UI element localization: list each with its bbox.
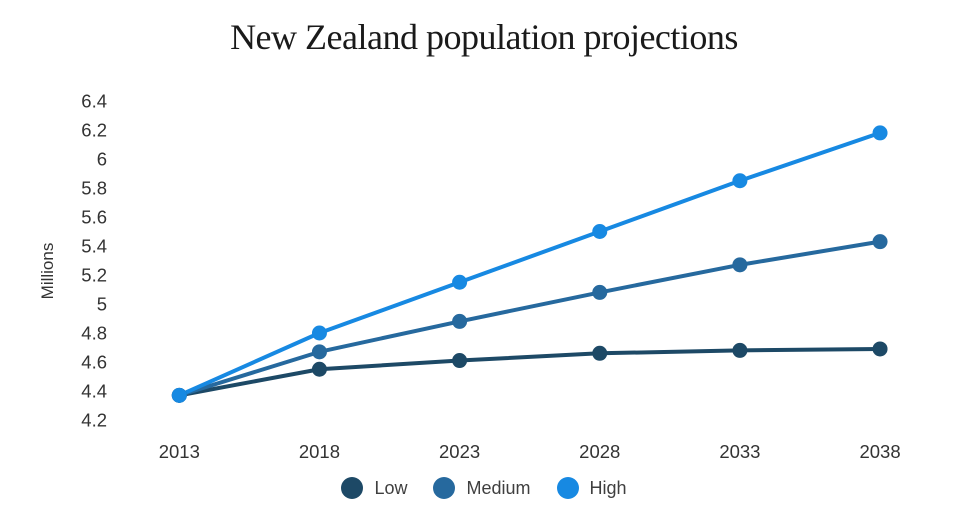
data-point-medium-2028[interactable] (592, 284, 608, 300)
data-point-high-2038[interactable] (872, 125, 888, 141)
legend-item-high[interactable]: High (556, 477, 627, 499)
data-point-high-2033[interactable] (732, 173, 748, 189)
legend: Low Medium High (0, 477, 968, 499)
x-tick-label: 2013 (159, 441, 200, 462)
y-tick-label: 6 (97, 149, 107, 170)
data-point-medium-2018[interactable] (311, 344, 327, 360)
data-point-high-2018[interactable] (311, 325, 327, 341)
y-tick-label: 4.2 (81, 410, 107, 431)
y-tick-label: 4.8 (81, 323, 107, 344)
y-tick-label: 5.2 (81, 265, 107, 286)
y-tick-label: 6.4 (81, 91, 107, 112)
legend-label: Low (374, 477, 408, 498)
data-point-low-2038[interactable] (872, 341, 888, 357)
legend-label: High (589, 477, 627, 498)
data-point-low-2023[interactable] (452, 353, 468, 369)
data-point-medium-2038[interactable] (872, 234, 888, 250)
legend-item-medium[interactable]: Medium (433, 477, 531, 499)
y-tick-label: 5.8 (81, 178, 107, 199)
legend-dot-icon (556, 477, 579, 499)
series-line-medium (177, 239, 883, 398)
series-line-low (177, 346, 883, 398)
data-point-low-2028[interactable] (592, 345, 608, 361)
x-tick-label: 2028 (579, 441, 620, 462)
y-tick-label: 4.4 (81, 381, 107, 402)
series-line-high (177, 130, 883, 398)
chart-title: New Zealand population projections (230, 17, 738, 57)
data-point-low-2033[interactable] (732, 342, 748, 358)
y-tick-label: 5.4 (81, 236, 107, 257)
data-point-high-2023[interactable] (452, 274, 468, 290)
y-tick-label: 5.6 (81, 207, 107, 228)
x-tick-label: 2023 (439, 441, 480, 462)
data-point-high-2013[interactable] (171, 387, 187, 403)
x-tick-label: 2038 (859, 441, 900, 462)
legend-dot-icon (341, 477, 364, 499)
y-tick-label: 6.2 (81, 120, 107, 141)
data-point-high-2028[interactable] (592, 224, 608, 239)
legend-label: Medium (466, 477, 531, 498)
data-point-low-2018[interactable] (311, 361, 327, 377)
y-tick-label: 5 (97, 294, 107, 315)
legend-item-low[interactable]: Low (341, 477, 407, 499)
data-point-medium-2023[interactable] (452, 313, 468, 329)
y-tick-label: 4.6 (81, 352, 107, 373)
x-tick-label: 2033 (719, 441, 760, 462)
x-tick-label: 2018 (299, 441, 340, 462)
legend-dot-icon (433, 477, 456, 499)
data-point-medium-2033[interactable] (732, 257, 748, 273)
